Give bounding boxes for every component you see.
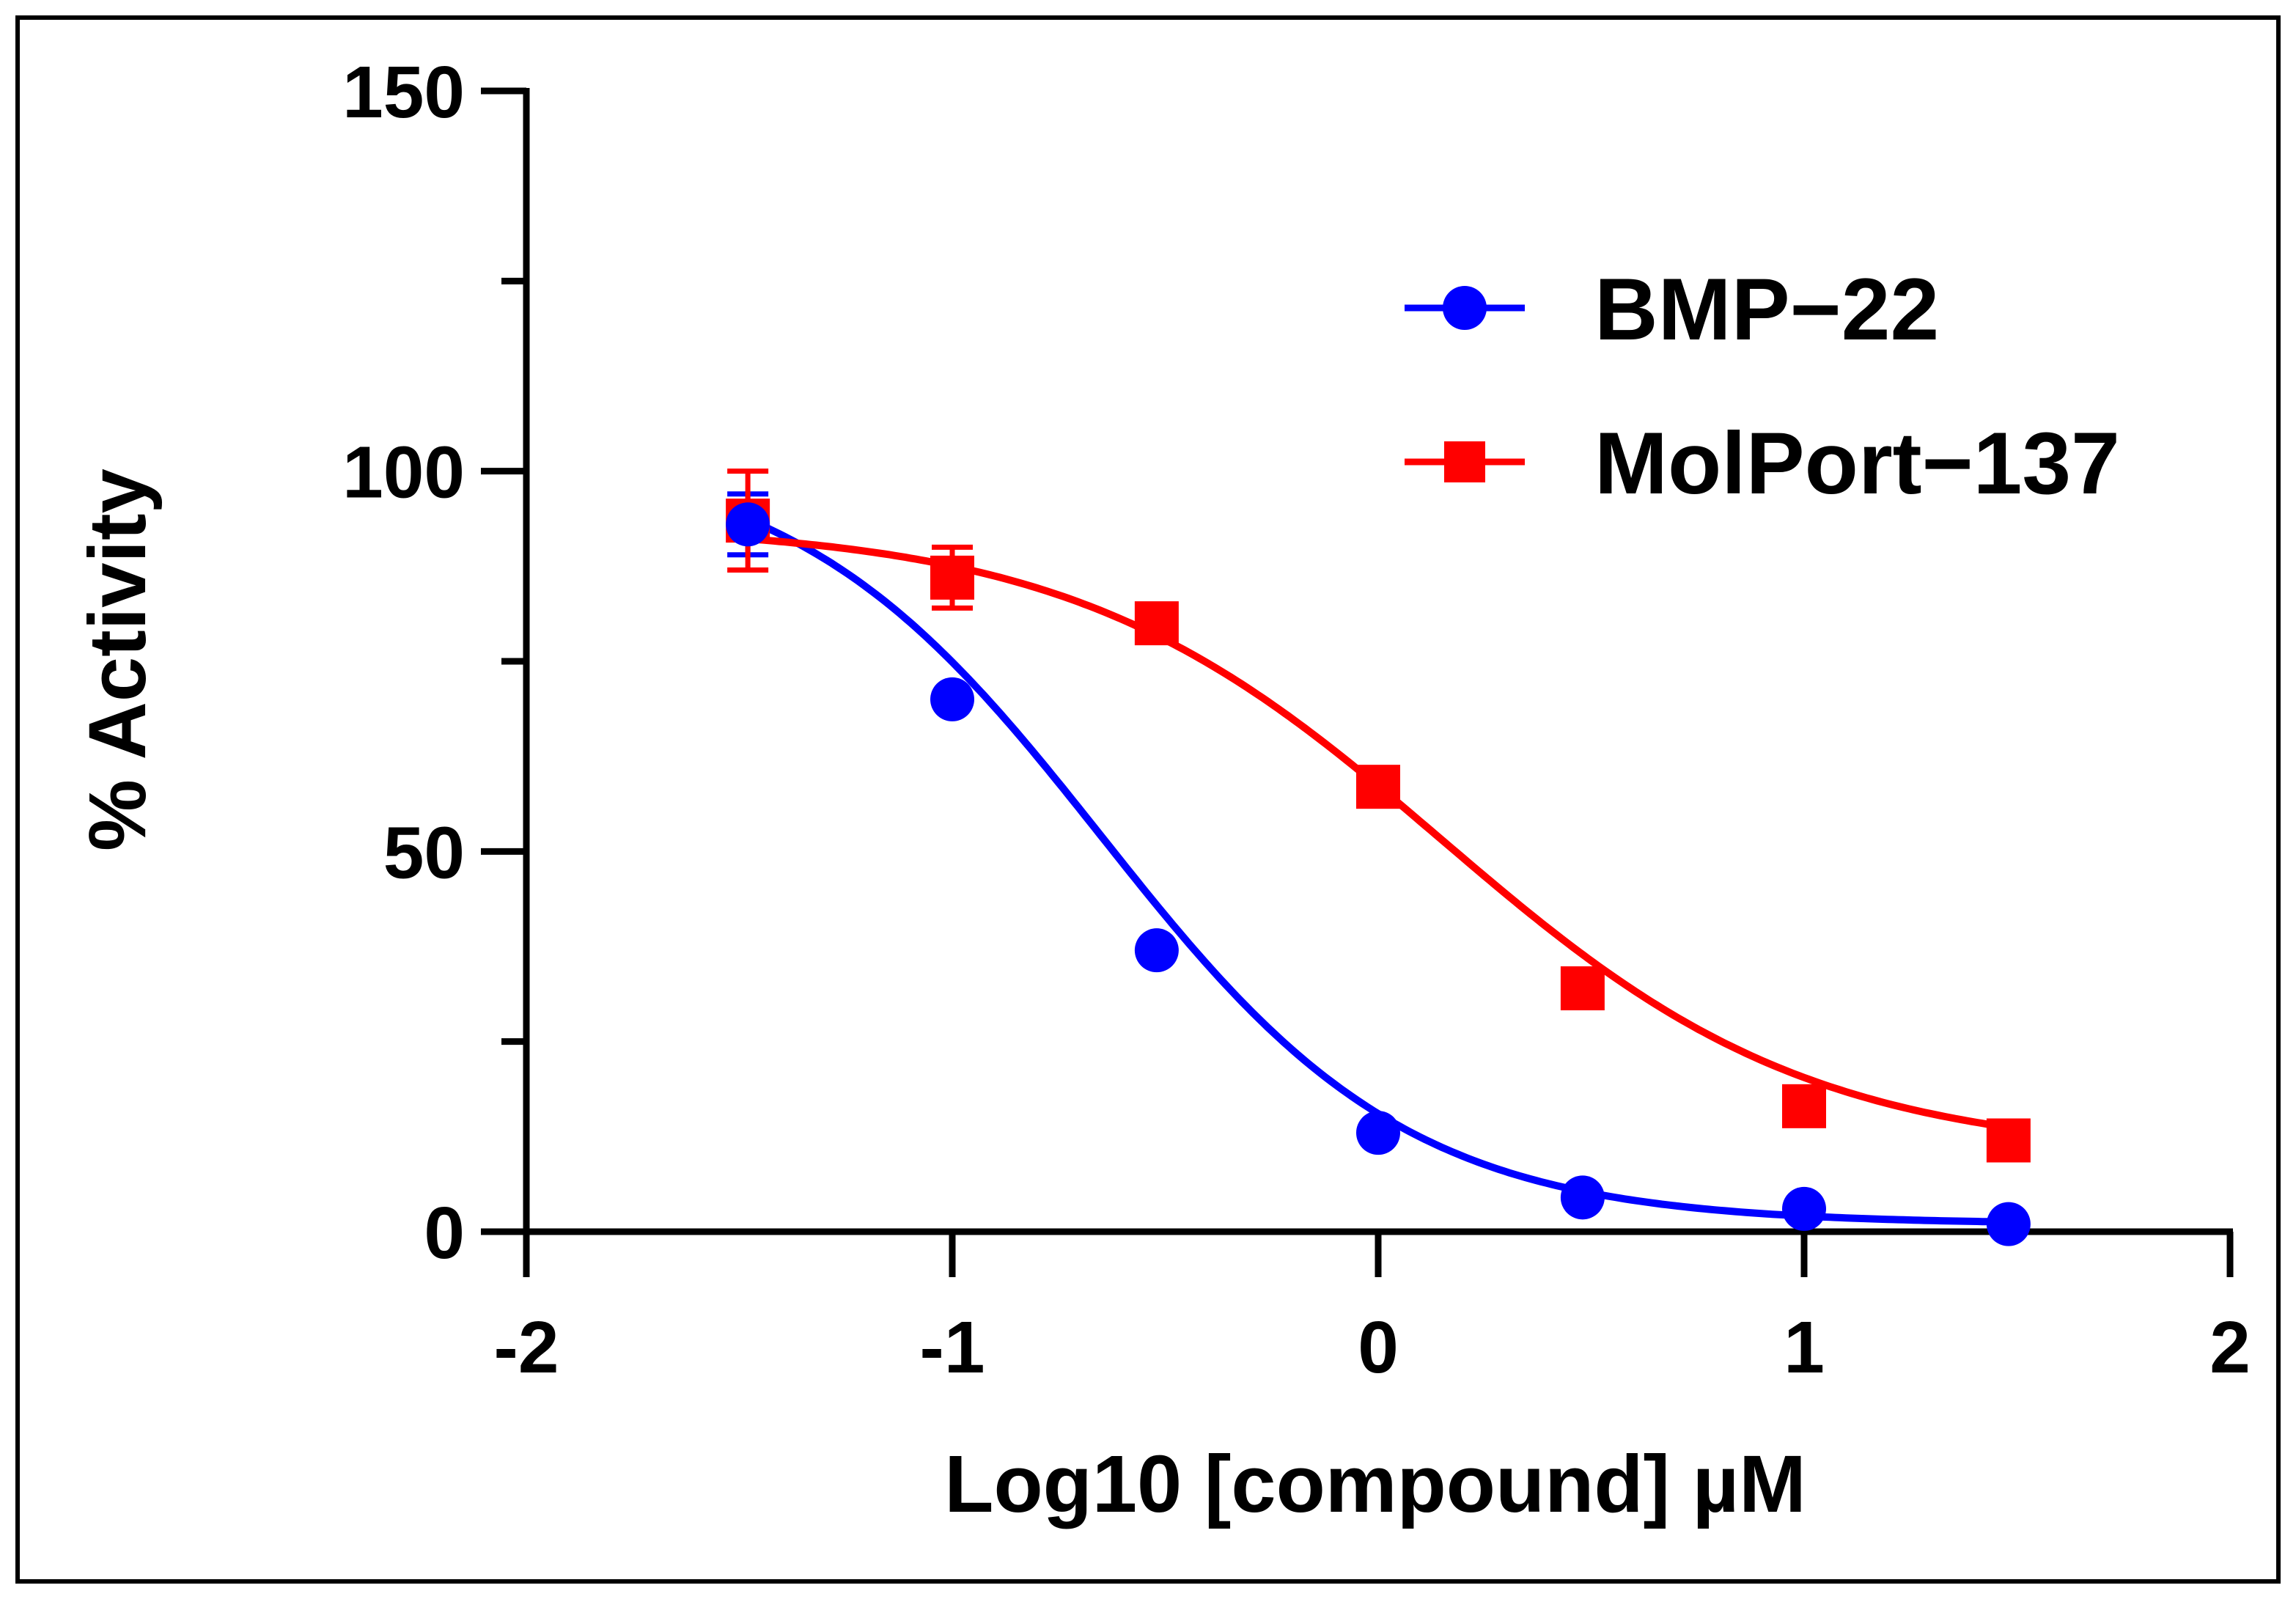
x-axis-title: Log10 [compound] µM: [944, 1439, 1806, 1529]
data-point-molport-137: [1782, 1084, 1826, 1128]
y-tick-label: 150: [342, 51, 465, 133]
legend-label-molport-137: MolPort−137: [1594, 414, 2120, 512]
data-point-bmp-22: [930, 677, 974, 721]
x-tick-label: 1: [1784, 1306, 1825, 1389]
data-point-bmp-22: [726, 502, 770, 547]
y-tick-label: 50: [383, 812, 465, 894]
axes: 0 50 100 150 -2 -1 0 1 2: [342, 51, 2251, 1389]
figure-border: [15, 15, 2281, 1584]
data-point-bmp-22: [1986, 1202, 2031, 1246]
data-point-bmp-22: [1782, 1186, 1826, 1231]
y-axis-title: % Activity: [73, 468, 163, 851]
data-markers: [726, 499, 2031, 1246]
data-point-bmp-22: [1356, 1111, 1400, 1155]
data-point-bmp-22: [1560, 1175, 1605, 1220]
x-tick-label: -2: [494, 1306, 559, 1389]
y-tick-label: 100: [342, 432, 465, 514]
y-tick-label: 0: [424, 1192, 465, 1274]
data-point-bmp-22: [1134, 928, 1179, 973]
data-point-molport-137: [1560, 966, 1605, 1011]
x-tick-label: -1: [920, 1306, 985, 1389]
data-point-molport-137: [1134, 601, 1179, 646]
data-point-molport-137: [1986, 1118, 2031, 1163]
x-tick-label: 2: [2209, 1306, 2251, 1389]
x-tick-label: 0: [1358, 1306, 1399, 1389]
legend-marker-bmp-22: [1443, 286, 1487, 330]
legend-marker-molport-137: [1444, 441, 1485, 482]
data-point-molport-137: [930, 555, 974, 600]
legend-label-bmp-22: BMP−22: [1594, 260, 1939, 359]
data-point-molport-137: [1356, 765, 1400, 809]
legend: BMP−22 MolPort−137: [1405, 260, 2120, 512]
